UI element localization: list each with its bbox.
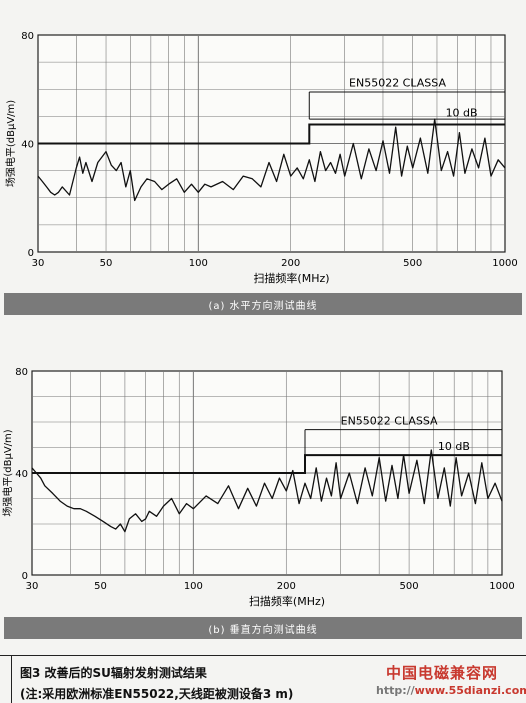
x-tick-label: 30 (26, 581, 39, 592)
y-axis-label: 场强电平(dBμV/m) (1, 429, 14, 516)
y-tick-label: 80 (15, 367, 28, 378)
x-tick-label: 200 (277, 581, 296, 592)
y-tick-label: 0 (28, 248, 34, 259)
figure-note: (注:采用欧洲标准EN55022,天线距被测设备3 m) (20, 687, 294, 701)
x-tick-label: 500 (400, 581, 419, 592)
chart-caption-vertical: (b) 垂直方向测试曲线 (4, 617, 522, 639)
figure-title: 图3 改善后的SU辐射发射测试结果 (20, 666, 207, 680)
chart-horizontal: 80 40 030 50 100 200 500 1000 扫描频率(MHz) 场强电平(dBμV… (4, 31, 518, 285)
x-axis-label: 扫描频率(MHz) (249, 594, 325, 608)
limit-label: EN55022 CLASSA (341, 415, 438, 428)
chart-caption-horizontal: (a) 水平方向测试曲线 (4, 293, 522, 315)
x-tick-label: 500 (403, 258, 422, 269)
measurement-trace (37, 118, 506, 202)
x-tick-label: 1000 (492, 258, 517, 269)
watermark-url-main: www.55dianzi.com (414, 684, 526, 697)
footer-divider (11, 656, 12, 703)
x-tick-label: 50 (94, 581, 107, 592)
figure-footer: 图3 改善后的SU辐射发射测试结果 (注:采用欧洲标准EN55022,天线距被测… (0, 655, 526, 703)
margin-label: 10 dB (446, 106, 478, 119)
y-axis-label: 场强电平(dBμV/m) (4, 100, 17, 187)
limit-line-classa (38, 123, 505, 145)
watermark-site-name: 中国电磁兼容网 (386, 664, 499, 682)
y-tick-label: 40 (21, 140, 34, 151)
watermark-url: http://www.55dianzi.com (376, 684, 526, 697)
chart-vertical: 80 40 030 50 100 200 500 1000 扫描频率(MHz) 场强电平(dBμV… (1, 367, 515, 608)
x-tick-label: 100 (189, 258, 208, 269)
x-tick-label: 30 (32, 258, 45, 269)
chart-panel-vertical: 80 40 0 30 50 100 200 500 1000 扫描频率(MHz) 场强电平(dBμV… (0, 343, 526, 639)
x-tick-label: 100 (184, 581, 203, 592)
x-axis-label: 扫描频率(MHz) (253, 271, 329, 285)
x-tick-label: 200 (281, 258, 300, 269)
x-tick-label: 1000 (489, 581, 514, 592)
chart-panel-horizontal: 80 40 0 30 50 100 200 500 1000 扫描频率(MHz) 场强电平(dBμV… (0, 0, 526, 318)
y-tick-label: 80 (21, 31, 34, 42)
y-tick-label: 0 (22, 571, 28, 582)
limit-label: EN55022 CLASSA (349, 77, 446, 90)
watermark-url-prefix: http:// (376, 684, 415, 697)
x-tick-label: 50 (100, 258, 113, 269)
margin-label: 10 dB (438, 440, 470, 453)
y-tick-label: 40 (15, 469, 28, 480)
measurement-trace (31, 449, 503, 533)
